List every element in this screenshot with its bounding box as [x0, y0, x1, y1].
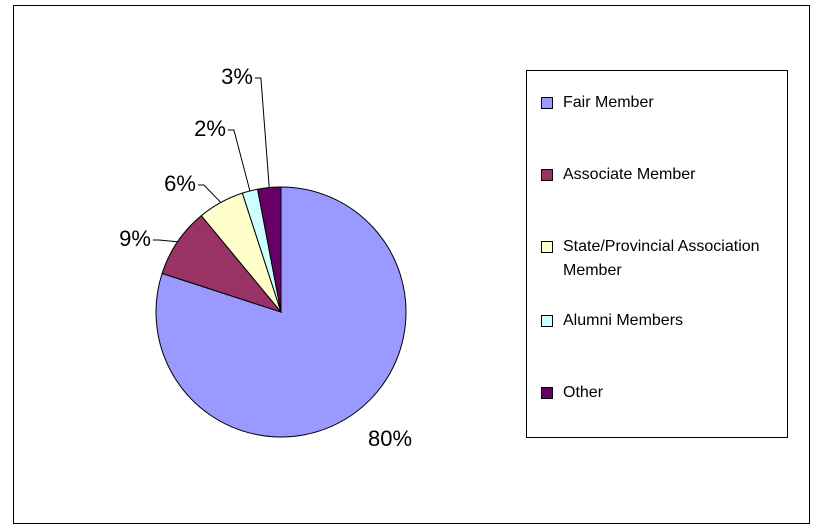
- data-label: 9%: [119, 226, 151, 251]
- legend-label: Associate Member: [563, 166, 696, 183]
- legend-swatch: [541, 241, 553, 253]
- leader-line: [152, 239, 178, 243]
- data-label: 6%: [164, 171, 196, 196]
- legend-item: State/Provincial Association Member: [541, 235, 781, 283]
- legend-swatch: [541, 387, 553, 399]
- legend-item: Other: [541, 381, 781, 405]
- legend-swatch: [541, 169, 553, 181]
- data-label: 3%: [221, 64, 253, 89]
- leader-line: [197, 184, 222, 203]
- leader-line: [254, 77, 270, 188]
- legend-swatch: [541, 315, 553, 327]
- legend-item: Alumni Members: [541, 309, 781, 333]
- legend: Fair Member Associate Member State/Provinc…: [526, 70, 788, 438]
- legend-swatch: [541, 97, 553, 109]
- data-label: 2%: [194, 116, 226, 141]
- legend-label: Fair Member: [563, 94, 654, 111]
- legend-item: Fair Member: [541, 91, 781, 115]
- leader-line: [227, 129, 251, 192]
- legend-item: Associate Member: [541, 163, 781, 187]
- data-label: 80%: [368, 426, 412, 451]
- legend-label: Other: [563, 384, 604, 401]
- legend-label: State/Provincial Association Member: [563, 238, 760, 279]
- legend-label: Alumni Members: [563, 312, 684, 329]
